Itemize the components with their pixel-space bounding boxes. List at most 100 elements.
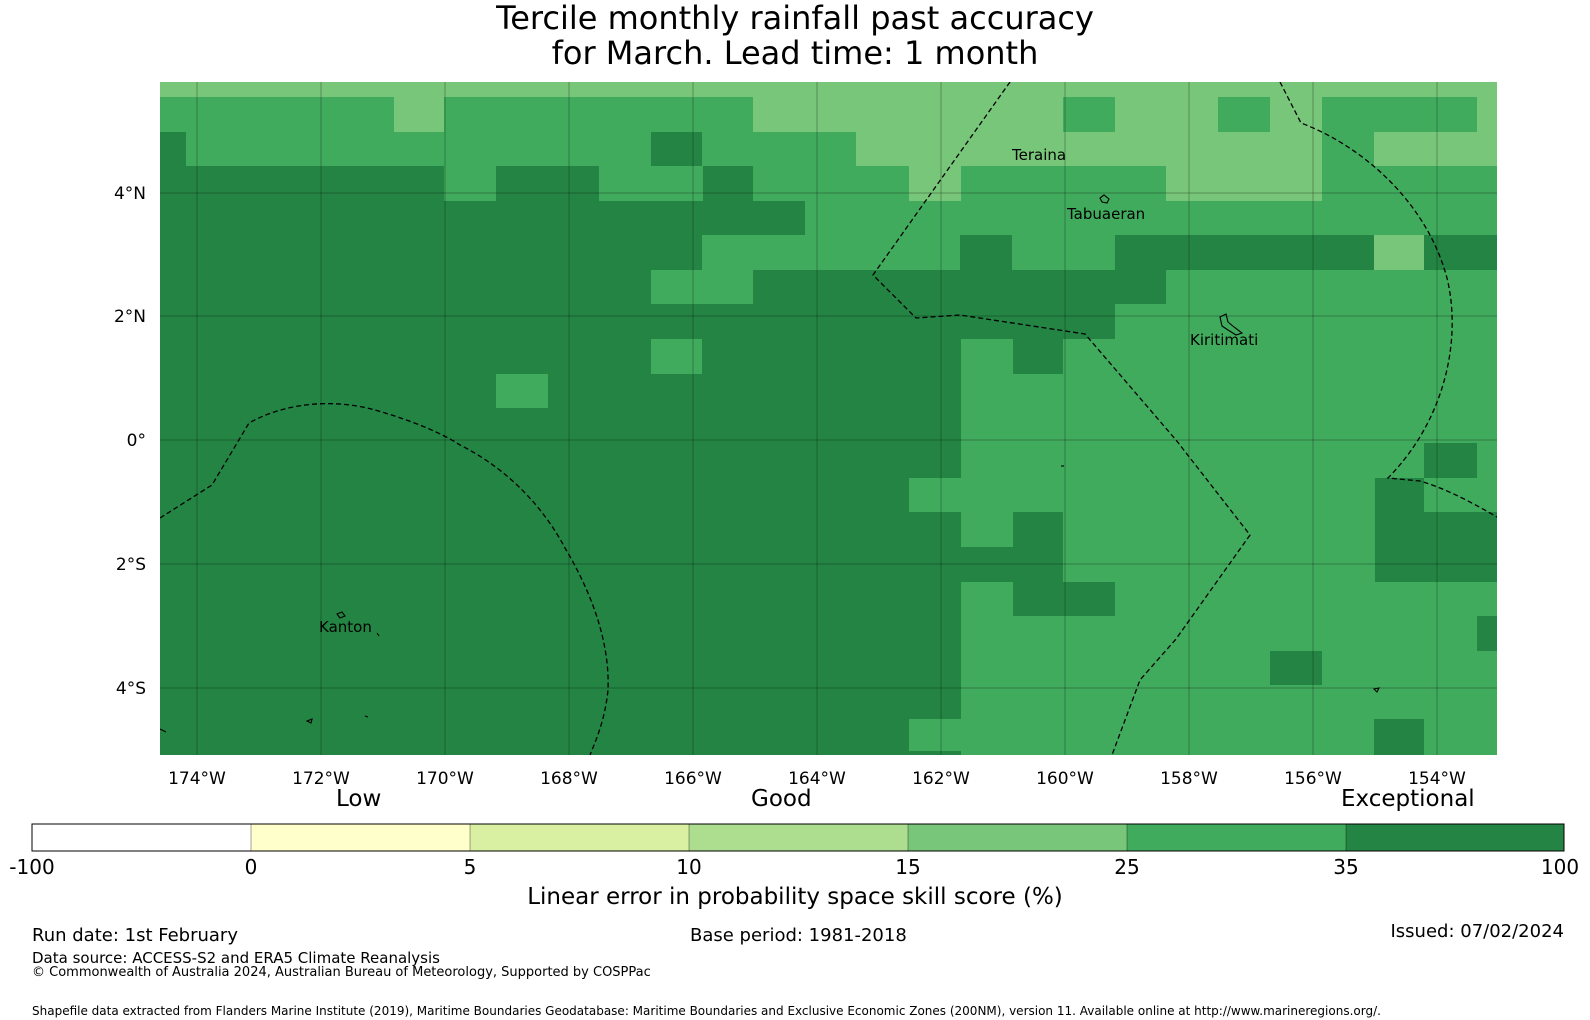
skill-cell	[1063, 97, 1115, 132]
map-gridlines	[160, 82, 1497, 755]
skill-cell	[961, 719, 1374, 755]
legend-category-exceptional: Exceptional	[1341, 786, 1475, 812]
colorbar-bin-c0	[32, 824, 251, 851]
data-source: Data source: ACCESS-S2 and ERA5 Climate …	[32, 949, 440, 967]
skill-cell	[444, 166, 496, 201]
colorbar-bin-c6	[1346, 824, 1564, 851]
skill-cell	[1012, 235, 1115, 270]
skill-cell	[651, 339, 702, 374]
skill-cell	[1063, 547, 1375, 582]
colorbar-tick: 35	[1333, 855, 1359, 879]
latitude-ticks: 4°N 2°N 0° 2°S 4°S	[114, 184, 146, 699]
skill-cell	[1146, 201, 1497, 235]
colorbar-bin-c2	[470, 824, 689, 851]
colorbar-tick: 15	[895, 855, 921, 879]
skill-cell	[856, 132, 1166, 166]
skill-cell	[1322, 132, 1374, 166]
lon-tick: 162°W	[912, 769, 970, 789]
skill-cell	[909, 478, 1012, 512]
island-small-3	[376, 632, 380, 637]
skill-cell	[753, 166, 909, 201]
skill-cell	[961, 408, 1497, 443]
skill-cell	[702, 132, 856, 166]
lon-tick: 158°W	[1160, 769, 1218, 789]
skill-cell	[1477, 443, 1497, 478]
map-title-line-1: Tercile monthly rainfall past accuracy	[496, 0, 1094, 37]
skill-cell	[1115, 97, 1218, 132]
skill-cell	[651, 270, 753, 304]
lon-tick: 164°W	[788, 769, 846, 789]
colorbar-bin-c4	[908, 824, 1127, 851]
skill-cell	[444, 132, 651, 166]
colorbar-bin-c5	[1127, 824, 1346, 851]
colorbar-bin-c1	[251, 824, 470, 851]
skill-cell	[909, 719, 961, 755]
skill-cell	[394, 97, 444, 132]
skill-cell	[1115, 582, 1497, 616]
island-kanton	[336, 611, 346, 619]
place-label-kanton: Kanton	[319, 618, 372, 636]
skill-cell	[444, 97, 753, 132]
island-small-1	[305, 718, 313, 724]
lat-tick: 0°	[127, 431, 146, 451]
colorbar-tick: -100	[9, 855, 55, 879]
skill-cell	[599, 166, 703, 201]
lon-tick: 160°W	[1036, 769, 1094, 789]
lon-tick: 156°W	[1284, 769, 1342, 789]
place-label-kiritimati: Kiritimati	[1190, 331, 1258, 349]
skill-cell	[1374, 132, 1497, 166]
skill-cell	[909, 751, 961, 755]
lat-tick: 4°N	[114, 184, 146, 204]
skill-cell	[1115, 304, 1497, 339]
run-date: Run date: 1st February	[32, 925, 238, 946]
skill-cell	[961, 374, 1497, 408]
skill-cell	[961, 166, 1166, 201]
skill-cell	[961, 685, 1497, 719]
skill-cell	[186, 132, 444, 166]
lon-tick: 154°W	[1408, 769, 1466, 789]
issued-date: Issued: 07/02/2024	[1390, 921, 1564, 942]
legend-category-good: Good	[751, 786, 812, 812]
lat-tick: 4°S	[116, 679, 146, 699]
skill-cell	[909, 166, 961, 201]
lon-tick: 170°W	[416, 769, 474, 789]
skill-cell	[1424, 478, 1497, 512]
lon-tick: 168°W	[540, 769, 598, 789]
map-title-line-2: for March. Lead time: 1 month	[551, 34, 1039, 72]
skill-cell	[1477, 97, 1497, 132]
skill-cell	[1063, 512, 1375, 547]
longitude-ticks: 174°W 172°W 170°W 168°W 166°W 164°W 162°…	[168, 769, 1466, 789]
place-label-teraina: Teraina	[1011, 146, 1066, 164]
legend-category-low: Low	[336, 786, 382, 812]
skill-cell	[1322, 97, 1374, 132]
island-small-5	[160, 728, 167, 733]
eez-line-line-islands	[872, 82, 1251, 755]
skill-cell	[1063, 339, 1497, 374]
skill-cell	[496, 374, 548, 408]
skill-cell	[1374, 235, 1424, 270]
island-small-2	[364, 715, 369, 718]
lon-tick: 174°W	[168, 769, 226, 789]
colorbar	[31, 823, 1565, 852]
lat-tick: 2°S	[116, 555, 146, 575]
skill-cell	[651, 132, 702, 166]
skill-cell	[702, 235, 960, 270]
eez-boundaries	[160, 82, 1497, 755]
colorbar-label: Linear error in probability space skill …	[527, 884, 1063, 910]
skill-cell	[1166, 166, 1322, 201]
skill-cell	[961, 512, 1013, 547]
skill-cell	[1166, 270, 1497, 304]
skill-cells	[160, 82, 1497, 755]
skill-cell	[961, 651, 1270, 685]
skill-cell	[961, 339, 1013, 374]
base-period: Base period: 1981-2018	[690, 925, 907, 946]
skill-cell	[1166, 132, 1322, 166]
island-small-4	[1372, 687, 1380, 693]
skill-cell	[1322, 651, 1497, 685]
skill-cell	[1424, 719, 1497, 755]
skill-cell	[805, 201, 1146, 235]
skill-cell	[160, 97, 394, 132]
skill-cell	[160, 82, 1497, 97]
place-label-tabuaeran: Tabuaeran	[1066, 205, 1145, 223]
colorbar-tick: 25	[1114, 855, 1140, 879]
